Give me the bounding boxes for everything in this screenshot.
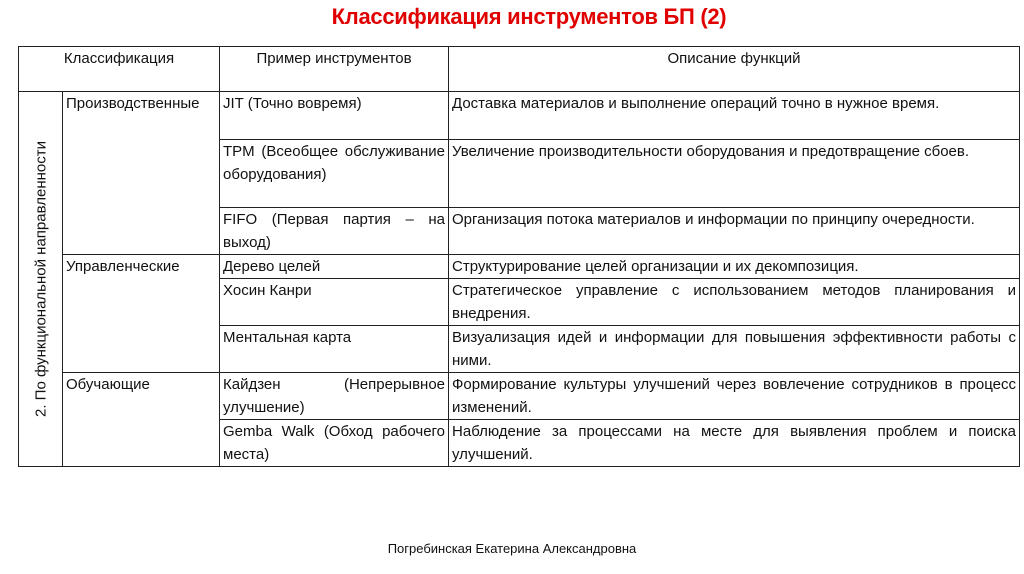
- group-label-cell: 2. По функциональной направленности: [18, 91, 63, 467]
- header-classification: Классификация: [17, 46, 221, 92]
- table-row: Ментальная карта Визуализация идей и инф…: [19, 325, 1021, 373]
- table-row: FIFO (Первая партия – на выход) Организа…: [19, 207, 1021, 255]
- table-row: TPM (Всеобщее обслуживание оборудования)…: [19, 139, 1021, 208]
- tool-cell: Кайдзен (Непрерывное улучшение): [219, 372, 450, 420]
- tool-cell: Хосин Канри: [219, 278, 450, 326]
- classification-table: Классификация Пример инструментов Описан…: [17, 46, 1021, 467]
- header-example: Пример инструментов: [219, 46, 450, 92]
- header-description: Описание функций: [448, 46, 1021, 92]
- group-label: 2. По функциональной направленности: [32, 141, 49, 417]
- category-cell: Производственные: [61, 91, 221, 255]
- author-footer: Погребинская Екатерина Александровна: [387, 541, 637, 556]
- description-cell: Стратегическое управление с использовани…: [448, 278, 1021, 326]
- table-row: Gemba Walk (Обход рабочего места) Наблюд…: [19, 419, 1021, 467]
- tool-cell: JIT (Точно вовремя): [219, 91, 450, 140]
- tool-cell: FIFO (Первая партия – на выход): [219, 207, 450, 255]
- table-row: Хосин Канри Стратегическое управление с …: [19, 278, 1021, 326]
- tool-cell: Ментальная карта: [219, 325, 450, 373]
- description-cell: Наблюдение за процессами на месте для вы…: [448, 419, 1021, 467]
- tool-cell: TPM (Всеобщее обслуживание оборудования): [219, 139, 450, 208]
- category-cell: Обучающие: [61, 372, 221, 467]
- category-cell: Управленческие: [61, 254, 221, 373]
- tool-cell: Gemba Walk (Обход рабочего места): [219, 419, 450, 467]
- description-cell: Структурирование целей организации и их …: [448, 254, 1021, 279]
- table-header-row: Классификация Пример инструментов Описан…: [17, 46, 1021, 92]
- slide-title: Классификация инструментов БП (2): [331, 4, 727, 29]
- table-row: 2. По функциональной направленности Прои…: [18, 91, 1021, 467]
- description-cell: Организация потока материалов и информац…: [448, 207, 1021, 255]
- table-row: Обучающие Кайдзен (Непрерывное улучшение…: [19, 372, 1021, 467]
- tool-cell: Дерево целей: [219, 254, 450, 279]
- table-row: Управленческие Дерево целей Структуриров…: [19, 254, 1021, 373]
- description-cell: Визуализация идей и информации для повыш…: [448, 325, 1021, 373]
- description-cell: Увеличение производительности оборудован…: [448, 139, 1021, 208]
- description-cell: Формирование культуры улучшений через во…: [448, 372, 1021, 420]
- description-cell: Доставка материалов и выполнение операци…: [448, 91, 1021, 140]
